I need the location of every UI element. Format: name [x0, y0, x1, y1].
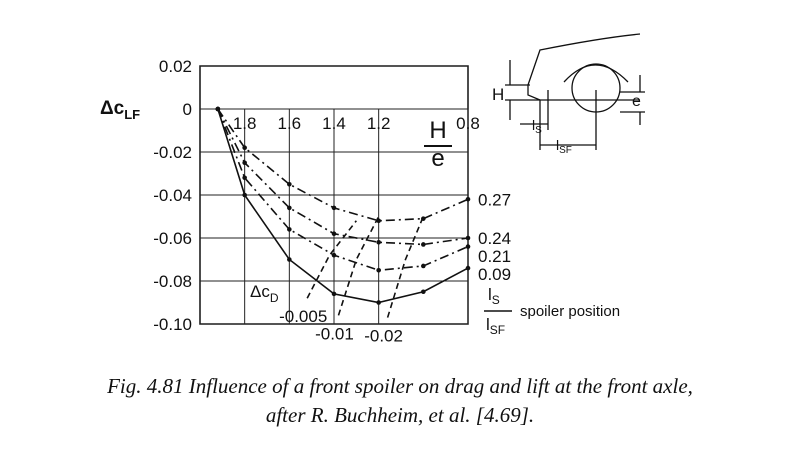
x-tick-label: 1.4	[322, 114, 346, 133]
y-axis-label: Δc	[100, 98, 125, 119]
drag-line-label: -0.01	[315, 324, 354, 343]
data-point	[465, 235, 471, 241]
diagram-label: lS	[532, 117, 542, 136]
drag-line-label: -0.005	[279, 307, 327, 326]
x-tick-label: 0.8	[456, 114, 480, 133]
legend-label: lSF	[486, 315, 505, 337]
annotation: Δc	[250, 282, 270, 301]
annotation: ΔcD	[250, 282, 279, 305]
data-point	[331, 291, 337, 297]
series-line	[386, 216, 425, 318]
data-point	[331, 252, 337, 258]
diagram-label: lSF	[556, 137, 572, 156]
data-point	[242, 175, 247, 181]
data-point	[331, 231, 337, 236]
data-point	[465, 265, 471, 271]
data-point	[242, 192, 247, 198]
x-tick-label: 1.2	[367, 114, 391, 133]
y-tick-label: -0.10	[153, 315, 192, 334]
data-point	[421, 242, 426, 247]
y-tick-label: 0	[183, 100, 192, 119]
legend: lS lSF spoiler position	[484, 285, 620, 337]
data-point	[242, 145, 247, 150]
drag-line-label: -0.02	[364, 327, 403, 346]
y-tick-label: -0.06	[153, 229, 192, 248]
data-point	[376, 240, 381, 245]
x-tick-label: 1.8	[233, 114, 257, 133]
x-axis-label: H	[429, 117, 446, 144]
x-axis-label: e	[431, 145, 444, 172]
series-label: 0.09	[478, 265, 511, 284]
diagram-label: l	[532, 117, 535, 133]
data-point	[287, 257, 292, 262]
caption: after R. Buchheim, et al. [4.69].	[266, 403, 534, 427]
data-point	[421, 289, 426, 295]
y-axis-label: LF	[124, 107, 140, 122]
series-label: 0.24	[478, 229, 511, 248]
data-point	[331, 205, 337, 211]
data-point	[465, 244, 471, 249]
diagram-label: SF	[559, 145, 572, 156]
series-label: 0.21	[478, 247, 511, 266]
data-point	[376, 267, 381, 273]
y-tick-label: -0.04	[153, 186, 192, 205]
legend-title: spoiler position	[520, 303, 620, 320]
series-label: 0.27	[478, 190, 511, 209]
x-tick-label: 1.6	[278, 114, 302, 133]
legend-label: SF	[490, 323, 505, 337]
annotation: D	[270, 291, 279, 305]
data-point	[465, 197, 471, 202]
diagram-label: S	[535, 125, 542, 136]
data-point	[287, 227, 292, 232]
caption: Fig. 4.81 Influence of a front spoiler o…	[106, 374, 693, 398]
diagram-label: e	[632, 93, 641, 110]
data-point	[376, 300, 381, 305]
series-line	[337, 216, 380, 316]
legend-label: l	[486, 315, 490, 334]
diagram-label: l	[556, 137, 559, 153]
legend-label: S	[492, 293, 500, 307]
diagram-label: H	[492, 85, 504, 104]
car-diagram	[505, 33, 645, 150]
data-point	[242, 160, 247, 166]
y-axis-label: ΔcLF	[100, 98, 140, 122]
legend-label: l	[488, 285, 492, 304]
legend-label: lS	[488, 285, 500, 307]
y-tick-label: -0.02	[153, 143, 192, 162]
data-point	[215, 106, 221, 112]
y-tick-label: 0.02	[159, 57, 192, 76]
data-point	[421, 263, 426, 269]
data-point	[287, 205, 292, 211]
y-tick-label: -0.08	[153, 272, 192, 291]
data-point	[287, 181, 292, 187]
